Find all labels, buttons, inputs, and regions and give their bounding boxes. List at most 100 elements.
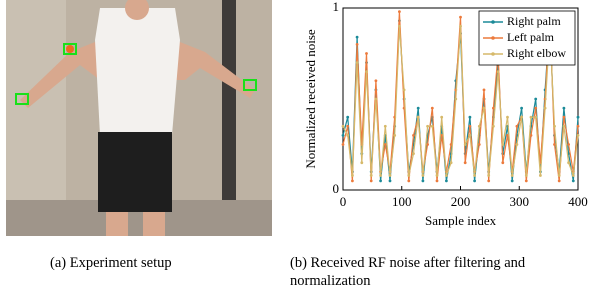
y-tick-label: 1 <box>333 0 340 14</box>
x-tick-label: 200 <box>451 194 471 209</box>
point <box>375 79 378 82</box>
point <box>534 107 537 110</box>
point <box>379 180 382 183</box>
point <box>436 174 439 177</box>
point <box>478 125 481 128</box>
point <box>398 10 401 13</box>
point <box>473 180 476 183</box>
point <box>342 143 345 146</box>
point <box>356 43 359 46</box>
point <box>572 174 575 177</box>
point <box>360 161 363 164</box>
legend-label: Right palm <box>507 14 561 28</box>
point <box>464 143 467 146</box>
point <box>577 125 580 128</box>
point <box>567 161 570 164</box>
point <box>407 180 410 183</box>
point <box>487 174 490 177</box>
photo <box>6 0 272 236</box>
point <box>459 16 462 19</box>
point <box>422 180 425 183</box>
point <box>356 36 359 39</box>
point <box>426 125 429 128</box>
point <box>558 180 561 183</box>
point <box>577 116 580 119</box>
point <box>454 98 457 101</box>
point <box>534 98 537 101</box>
page: Sample index Normalized received noise 0… <box>0 0 590 292</box>
point <box>525 180 528 183</box>
point <box>539 174 542 177</box>
point <box>544 107 547 110</box>
point <box>511 174 514 177</box>
point <box>417 107 420 110</box>
caption-a: (a) Experiment setup <box>50 254 172 272</box>
legend-label: Right elbow <box>507 46 566 60</box>
point <box>407 174 410 177</box>
point <box>577 134 580 137</box>
point <box>553 125 556 128</box>
point <box>483 107 486 110</box>
point <box>469 125 472 128</box>
point <box>469 116 472 119</box>
point <box>459 25 462 28</box>
point <box>506 116 509 119</box>
point <box>346 116 349 119</box>
point <box>530 116 533 119</box>
point <box>342 134 345 137</box>
point <box>431 107 434 110</box>
point <box>426 143 429 146</box>
legend-label: Left palm <box>507 30 555 44</box>
point <box>563 125 566 128</box>
point <box>436 180 439 183</box>
point <box>365 52 368 55</box>
point <box>370 174 373 177</box>
point <box>389 180 392 183</box>
point <box>393 134 396 137</box>
x-tick-label: 100 <box>392 194 412 209</box>
point <box>483 89 486 92</box>
point <box>534 116 537 119</box>
point <box>501 161 504 164</box>
point <box>356 61 359 64</box>
legend-marker <box>491 52 495 56</box>
point <box>497 70 500 73</box>
y-tick-label: 0 <box>333 181 340 196</box>
point <box>431 125 434 128</box>
point <box>487 180 490 183</box>
point <box>342 125 345 128</box>
legend-marker <box>491 20 495 24</box>
point <box>346 125 349 128</box>
point <box>398 25 401 28</box>
x-tick-label: 300 <box>510 194 530 209</box>
point <box>375 98 378 101</box>
point <box>520 116 523 119</box>
point <box>525 174 528 177</box>
point <box>384 143 387 146</box>
point <box>572 180 575 183</box>
point <box>422 174 425 177</box>
point <box>516 143 519 146</box>
point <box>501 143 504 146</box>
point <box>440 116 443 119</box>
point <box>473 174 476 177</box>
x-tick-label: 400 <box>568 194 588 209</box>
point <box>511 180 514 183</box>
point <box>445 180 448 183</box>
point <box>351 180 354 183</box>
y-axis-label: Normalized received noise <box>303 29 318 169</box>
point <box>516 125 519 128</box>
point <box>567 143 570 146</box>
point <box>365 70 368 73</box>
point <box>464 161 467 164</box>
point <box>417 116 420 119</box>
point <box>520 107 523 110</box>
point <box>389 174 392 177</box>
point <box>445 174 448 177</box>
point <box>469 134 472 137</box>
point <box>558 174 561 177</box>
point <box>379 174 382 177</box>
point <box>412 134 415 137</box>
point <box>403 89 406 92</box>
point <box>384 125 387 128</box>
